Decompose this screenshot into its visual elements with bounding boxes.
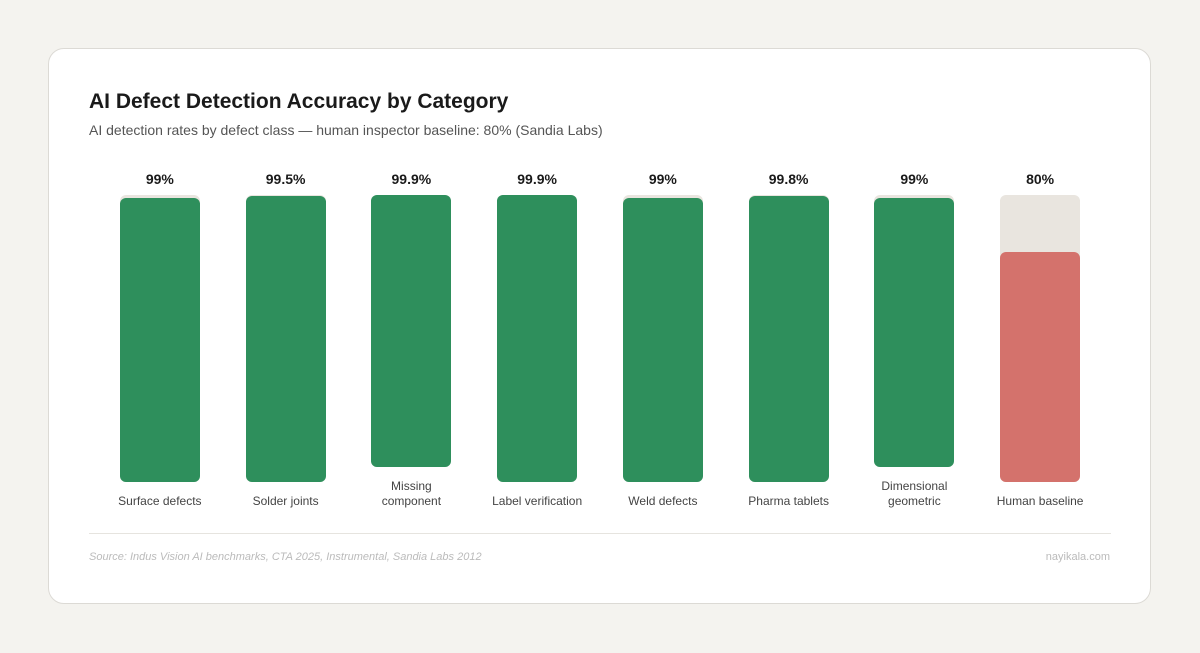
source-note: Source: Indus Vision AI benchmarks, CTA … [89,551,482,563]
category-label: Label verification [492,494,583,508]
category-label: Human baseline [996,494,1084,508]
chart-title: AI Defect Detection Accuracy by Category [89,90,509,113]
bar [874,197,955,467]
value-label: 99% [900,171,929,187]
value-label: 99.9% [517,171,557,187]
bar-column: 99% Weld defects [600,169,726,509]
card: AI Defect Detection Accuracy by Category… [48,48,1151,604]
category-label: Dimensional geometric [881,479,948,508]
bar-column: 80% Human baseline [977,169,1103,509]
bar [622,197,703,482]
bar-track [119,195,200,482]
divider [89,533,1111,534]
bar [1000,252,1081,482]
value-label: 99% [145,171,174,187]
value-label: 99.5% [265,171,306,187]
category-label: Missing component [381,479,442,508]
bar-track [622,195,703,482]
value-label: 99.9% [391,171,432,187]
category-label: Surface defects [118,494,202,508]
bar [245,196,326,482]
bar-column: 99.8% Pharma tablets [726,169,852,509]
bar-column: 99% Dimensional geometric [852,169,978,509]
bar-track [748,195,829,482]
bar [497,195,578,482]
value-label: 99.8% [768,171,809,187]
chart-subtitle: AI detection rates by defect class — hum… [89,122,603,138]
bar-column: 99% Surface defects [97,169,223,509]
value-label: 80% [1026,171,1055,187]
bar-column: 99.9% Label verification [474,169,600,509]
bar [748,195,829,482]
bar-column: 99.9% Missing component [349,169,475,509]
bar-track [245,195,326,482]
bar-track [371,195,452,467]
bar-track [874,195,955,467]
value-label: 99% [648,171,677,187]
bar [119,197,200,482]
plot-area: 99% Surface defects 99.5% Solder joints 99.9… [97,169,1103,509]
bar [371,195,452,467]
credit: nayikala.com [1045,551,1110,563]
bar-column: 99.5% Solder joints [223,169,349,509]
bar-track [1000,195,1081,482]
bar-track [497,195,578,482]
category-label: Solder joints [252,494,319,508]
category-label: Pharma tablets [748,494,829,508]
category-label: Weld defects [628,494,698,508]
